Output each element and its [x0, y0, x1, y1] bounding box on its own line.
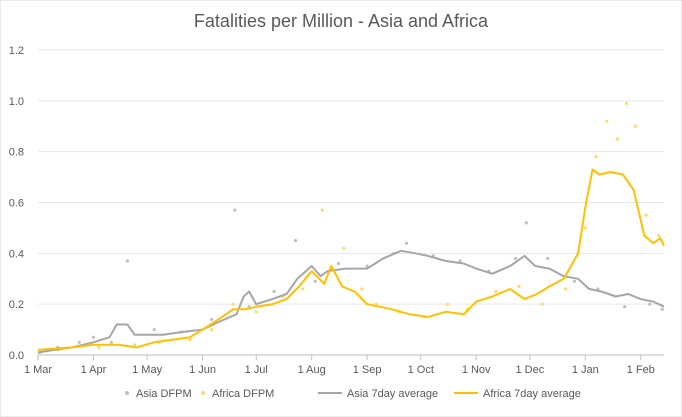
- asia-dfpm-series: [38, 208, 664, 355]
- chart-title: Fatalities per Million - Asia and Africa: [194, 11, 489, 31]
- asia-dfpm-point: [272, 289, 276, 294]
- asia-dfpm-point: [152, 327, 156, 332]
- asia-dfpm-point: [546, 256, 550, 261]
- africa-dfpm-point: [624, 101, 629, 105]
- asia-dfpm-point: [458, 259, 462, 263]
- africa-dfpm-point: [360, 287, 364, 291]
- asia-dfpm-point: [233, 208, 237, 212]
- y-tick-label: 1.2: [9, 45, 24, 57]
- asia-dfpm-point: [313, 279, 317, 283]
- y-tick-label: 0.8: [9, 147, 24, 159]
- y-axis: 0.0 0.2 0.4 0.6 0.8 1.0 1.2: [9, 45, 24, 362]
- x-tick-label: 1 Apr: [81, 364, 107, 376]
- africa-dfpm-point: [132, 343, 137, 347]
- africa-dfpm-point: [188, 338, 192, 342]
- africa-dfpm-point: [494, 289, 498, 294]
- africa-dfpm-point: [583, 226, 587, 230]
- x-tick-label: 1 Nov: [462, 364, 491, 376]
- x-tick-label: 1 Jan: [572, 364, 599, 376]
- x-tick-label: 1 Feb: [627, 364, 655, 376]
- africa-dfpm-point: [615, 137, 620, 141]
- asia-dfpm-point: [572, 279, 577, 283]
- asia-dfpm-point: [365, 264, 369, 268]
- africa-dfpm-point: [633, 124, 637, 128]
- africa-dfpm-point: [320, 208, 324, 212]
- asia-dfpm-point: [623, 305, 627, 309]
- series-area: [37, 101, 665, 355]
- gridlines: [38, 49, 664, 356]
- y-tick-label: 0.0: [9, 350, 24, 362]
- legend: Asia DFPM Africa DFPM Asia 7day average Afr…: [125, 388, 581, 400]
- africa-dfpm-point: [657, 233, 661, 238]
- asia-dfpm-point: [404, 241, 409, 245]
- africa-dfpm-point: [97, 345, 101, 349]
- x-tick-label: 1 Mar: [24, 364, 52, 376]
- africa-dfpm-point: [342, 246, 346, 250]
- x-tick-label: 1 Oct: [408, 364, 434, 376]
- africa-dfpm-point: [254, 310, 258, 314]
- legend-label-africa-dfpm: Africa DFPM: [212, 388, 274, 400]
- africa-dfpm-point: [301, 287, 305, 291]
- y-tick-label: 0.2: [9, 299, 24, 311]
- asia-dfpm-point: [209, 317, 214, 322]
- africa-dfpm-point: [209, 327, 214, 332]
- asia-dfpm-point: [513, 256, 518, 261]
- y-tick-label: 0.4: [9, 248, 24, 260]
- x-tick-label: 1 Dec: [515, 364, 544, 376]
- x-tick-label: 1 Aug: [298, 364, 326, 376]
- legend-marker-africa-dfpm: [201, 391, 205, 395]
- legend-label-asia-dfpm: Asia DFPM: [136, 388, 192, 400]
- africa-dfpm-point: [594, 155, 598, 159]
- x-tick-label: 1 May: [132, 364, 162, 376]
- asia-dfpm-point: [660, 307, 664, 311]
- asia-7day-average-line: [37, 249, 665, 354]
- legend-label-asia-7day-average: Asia 7day average: [347, 388, 438, 400]
- y-tick-label: 1.0: [9, 96, 24, 108]
- africa-dfpm-point: [445, 302, 450, 306]
- africa-7day-average-line: [37, 168, 665, 351]
- africa-dfpm-point: [540, 302, 544, 306]
- africa-dfpm-point: [564, 287, 568, 291]
- asia-dfpm-point: [125, 259, 130, 263]
- asia-dfpm-point: [109, 340, 113, 344]
- asia-dfpm-point: [524, 221, 528, 225]
- asia-dfpm-point: [648, 302, 652, 306]
- x-axis: 1 Mar 1 Apr 1 May 1 Jun 1 Jul 1 Aug 1 Sep 1 Oct…: [24, 355, 655, 376]
- africa-dfpm-point: [517, 284, 521, 288]
- asia-dfpm-point: [91, 335, 96, 339]
- x-tick-label: 1 Jul: [245, 364, 268, 376]
- asia-dfpm-point: [77, 340, 81, 344]
- x-tick-label: 1 Sep: [353, 364, 382, 376]
- asia-dfpm-point: [293, 239, 298, 243]
- y-tick-label: 0.6: [9, 198, 24, 210]
- africa-dfpm-point: [231, 302, 235, 306]
- legend-label-africa-7day-average: Africa 7day average: [483, 388, 581, 400]
- legend-marker-asia-dfpm: [125, 391, 129, 395]
- africa-dfpm-point: [644, 213, 648, 217]
- africa-dfpm-point: [605, 119, 609, 123]
- asia-dfpm-point: [336, 261, 341, 266]
- x-tick-label: 1 Jun: [189, 364, 216, 376]
